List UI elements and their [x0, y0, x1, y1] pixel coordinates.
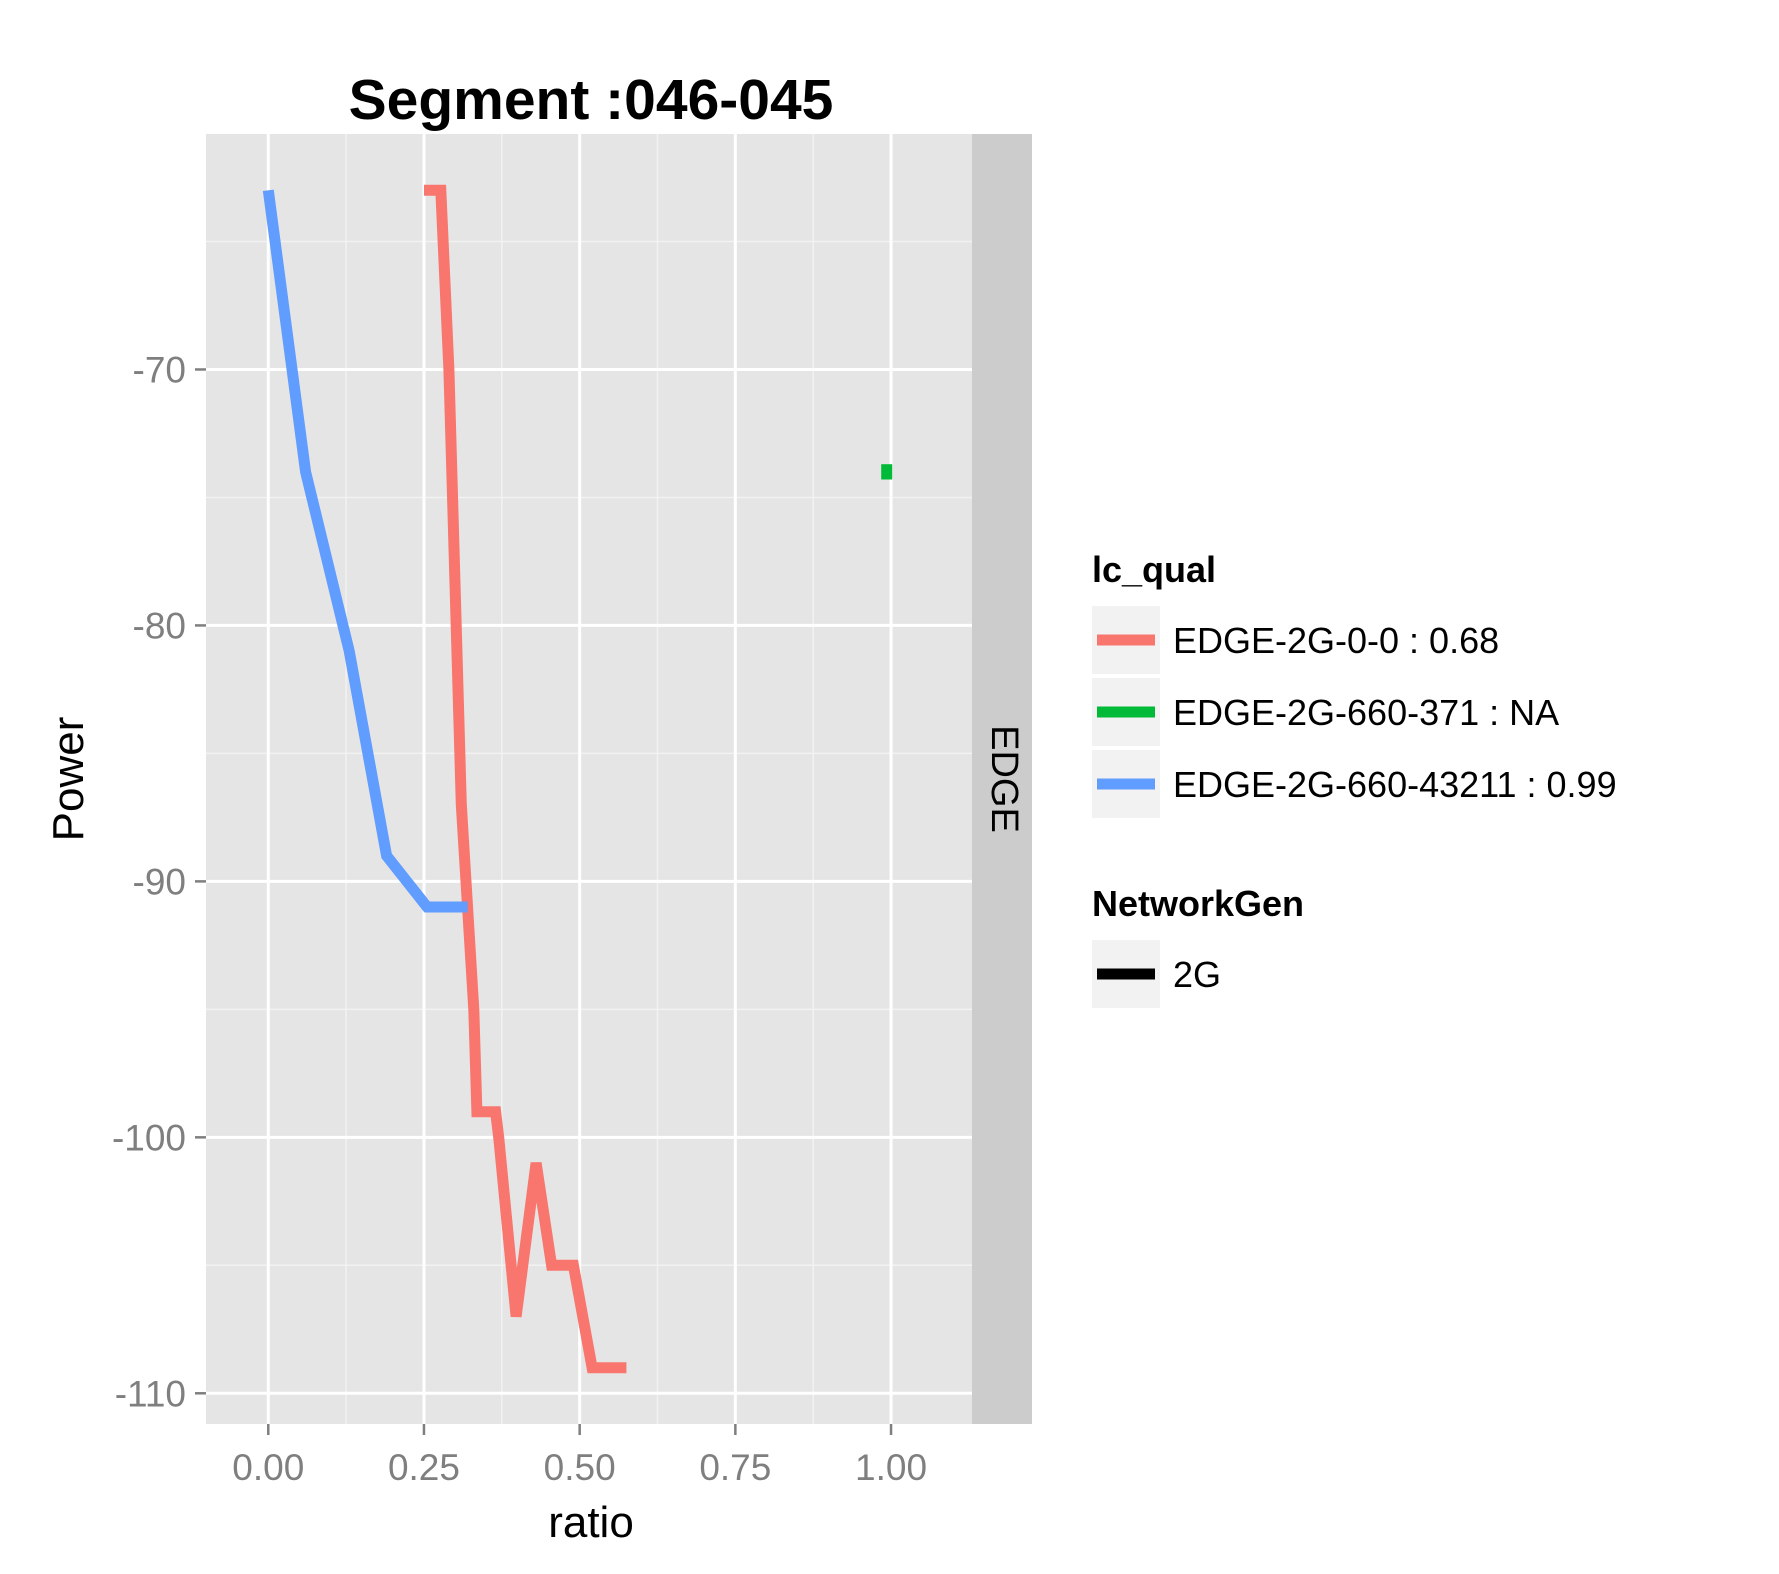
plot-panel — [206, 134, 972, 1424]
major-gridlines — [206, 134, 972, 1424]
y-tick-label: -110 — [115, 1373, 186, 1414]
x-tick-label: 0.50 — [544, 1447, 616, 1488]
x-tick-label: 0.25 — [388, 1447, 460, 1488]
y-axis-title: Power — [44, 717, 93, 842]
y-tick-label: -80 — [133, 605, 186, 646]
y-tick-label: -100 — [112, 1117, 186, 1158]
legend-entry-label: EDGE-2G-660-43211 : 0.99 — [1173, 764, 1617, 805]
y-axis: -70 -80 -90 -100 -110 — [112, 349, 206, 1414]
x-axis: 0.00 0.25 0.50 0.75 1.00 — [232, 1424, 927, 1488]
x-axis-title: ratio — [548, 1498, 634, 1547]
legend-entry-label: EDGE-2G-660-371 : NA — [1173, 692, 1559, 733]
series-line — [424, 184, 627, 1374]
x-tick-label: 1.00 — [855, 1447, 927, 1488]
y-tick-label: -70 — [133, 349, 186, 390]
chart-title: Segment :046-045 — [349, 68, 834, 132]
legend-entry-label: 2G — [1173, 954, 1221, 995]
series-line — [262, 189, 468, 913]
facet-strip — [972, 134, 1032, 1424]
minor-gridlines — [206, 134, 972, 1424]
legend: lc_qual EDGE-2G-0-0 : 0.68 EDGE-2G-660-371… — [1092, 549, 1617, 1008]
legend-title: lc_qual — [1092, 549, 1216, 590]
facet-strip-label: EDGE — [983, 725, 1025, 833]
x-tick-label: 0.00 — [232, 1447, 304, 1488]
legend-title: NetworkGen — [1092, 883, 1304, 924]
y-tick-label: -90 — [133, 861, 186, 902]
legend-entry-label: EDGE-2G-0-0 : 0.68 — [1173, 620, 1499, 661]
x-tick-label: 0.75 — [699, 1447, 771, 1488]
series-layer — [262, 184, 893, 1374]
